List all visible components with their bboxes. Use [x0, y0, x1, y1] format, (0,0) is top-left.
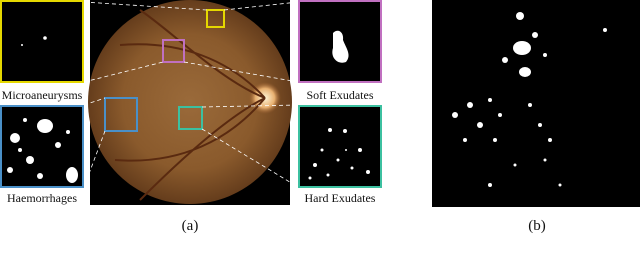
inset-soft-exudates: [298, 0, 382, 83]
inset-label: Hard Exudates: [305, 191, 376, 205]
segmentation-map: [432, 0, 640, 207]
inset-label: Haemorrhages: [7, 191, 77, 205]
fundus-image: [83, 0, 299, 205]
inset-hard-exudates: [298, 105, 382, 188]
inset-label: Microaneurysms: [2, 88, 83, 102]
inset-label: Soft Exudates: [307, 88, 374, 102]
inset-microaneurysms: [0, 0, 84, 83]
panel-caption: (b): [528, 218, 546, 234]
panel-caption: (a): [182, 218, 199, 234]
inset-haemorrhages: [0, 105, 84, 188]
